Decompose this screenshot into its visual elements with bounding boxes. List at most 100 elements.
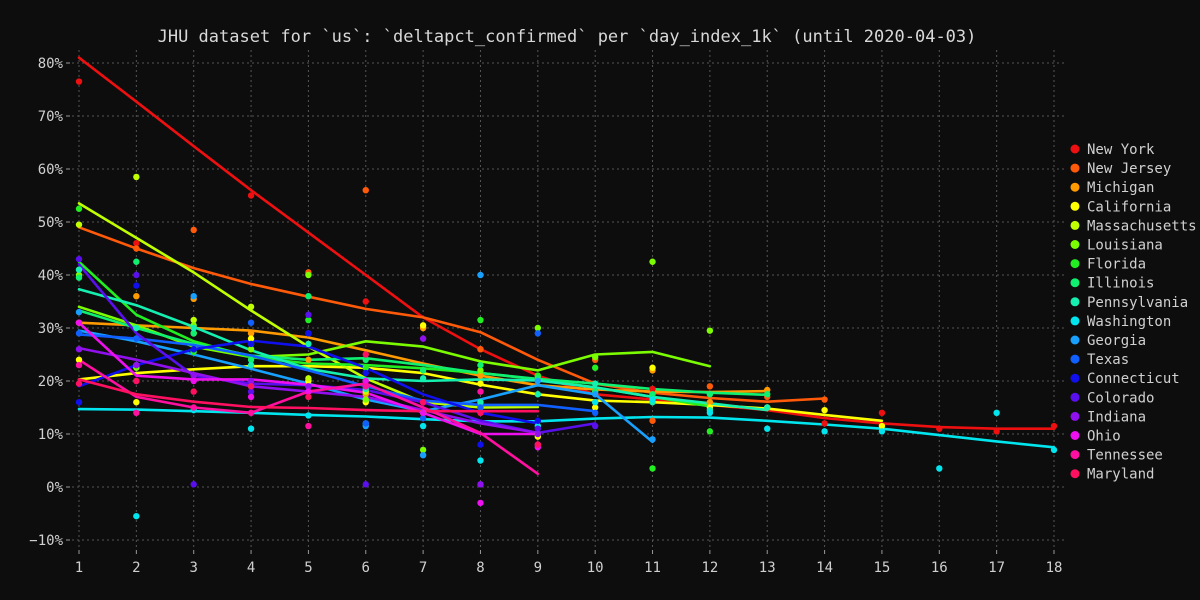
data-point-colorado: [591, 422, 599, 430]
data-point-new-york: [993, 428, 1000, 435]
data-point-new-york: [821, 420, 828, 427]
data-point-texas: [477, 404, 484, 411]
data-point-new-york: [936, 425, 943, 432]
data-point-indiana: [133, 361, 140, 369]
data-point-maryland: [362, 351, 369, 358]
legend-label: Florida: [1087, 257, 1146, 273]
data-point-illinois: [706, 391, 714, 398]
data-point-new-york: [1050, 422, 1058, 430]
data-point-illinois: [75, 274, 83, 281]
data-point-indiana: [534, 430, 542, 438]
data-point-massachusetts: [75, 221, 83, 228]
legend-label: Maryland: [1087, 467, 1154, 483]
legend-marker: [1070, 431, 1080, 440]
data-point-maryland: [477, 409, 484, 416]
data-point-new-jersey: [190, 226, 197, 234]
trend-lines: [77, 56, 1056, 476]
data-point-california: [133, 399, 140, 406]
data-point-louisiana: [419, 446, 427, 454]
legend-label: Tennessee: [1087, 448, 1163, 464]
data-point-georgia: [534, 377, 542, 385]
x-tick-label: 5: [304, 560, 312, 576]
data-point-tennessee: [305, 422, 312, 430]
x-tick-label: 17: [988, 560, 1005, 576]
data-point-new-york: [362, 298, 369, 305]
data-point-maryland: [190, 388, 197, 395]
data-point-tennessee: [190, 404, 197, 411]
data-point-louisiana: [649, 258, 656, 265]
axis-ticks: 1 2 3 4 5 6 7 8 9 10 11 12 13 14 15 16 17 18−10%0%10%20%3…: [29, 56, 1062, 576]
data-point-pennsylvania: [190, 324, 197, 332]
legend-label: Connecticut: [1087, 371, 1180, 387]
data-point-connecticut: [477, 441, 484, 448]
data-point-florida: [706, 428, 714, 435]
data-point-louisiana: [706, 327, 714, 334]
data-point-maryland: [247, 383, 255, 390]
data-point-colorado: [362, 481, 369, 488]
y-tick-label: 0%: [46, 480, 63, 496]
data-point-illinois: [190, 330, 197, 337]
data-point-california: [821, 406, 828, 414]
x-tick-label: 9: [534, 560, 542, 576]
data-point-indiana: [190, 372, 197, 379]
data-point-washington: [591, 399, 599, 406]
y-tick-label: 40%: [38, 268, 64, 284]
x-tick-label: 15: [874, 560, 891, 576]
data-point-louisiana: [362, 396, 369, 403]
x-tick-label: 12: [701, 560, 718, 576]
data-point-tennessee: [247, 409, 255, 416]
data-point-california: [419, 322, 427, 329]
data-point-washington: [305, 412, 312, 419]
data-point-new-york: [247, 192, 255, 199]
data-point-connecticut: [133, 282, 140, 289]
x-tick-label: 16: [931, 560, 948, 576]
data-point-connecticut: [247, 340, 255, 348]
data-point-pennsylvania: [75, 266, 83, 273]
data-point-new-york: [75, 78, 83, 85]
legend-marker: [1070, 392, 1080, 402]
legend-marker: [1070, 450, 1080, 460]
data-point-illinois: [247, 356, 255, 363]
data-point-florida: [477, 316, 484, 324]
data-point-washington: [247, 425, 255, 432]
data-point-california: [649, 364, 656, 371]
data-point-maryland: [75, 380, 83, 387]
data-points: [75, 78, 1058, 520]
data-point-indiana: [477, 481, 484, 488]
data-point-new-york: [133, 240, 140, 247]
data-point-georgia: [419, 452, 427, 459]
data-point-colorado: [534, 425, 542, 432]
x-tick-label: 14: [816, 560, 833, 576]
data-point-ohio: [362, 377, 369, 385]
data-point-washington: [821, 428, 828, 435]
data-point-texas: [247, 319, 255, 326]
y-tick-label: 60%: [38, 162, 64, 178]
legend-label: Georgia: [1087, 333, 1146, 349]
data-point-california: [247, 335, 255, 342]
data-point-washington: [133, 512, 140, 520]
data-point-texas: [362, 420, 369, 427]
data-point-california: [878, 422, 886, 430]
data-point-massachusetts: [305, 375, 312, 382]
data-point-indiana: [75, 346, 83, 353]
y-tick-label: 50%: [38, 215, 64, 231]
data-point-texas: [591, 409, 599, 416]
data-point-washington: [878, 428, 886, 435]
x-tick-label: 13: [759, 560, 776, 576]
data-point-louisiana: [477, 367, 484, 374]
data-point-maryland: [133, 377, 140, 385]
data-point-ohio: [75, 319, 83, 326]
legend-label: Indiana: [1087, 409, 1146, 425]
legend-marker: [1070, 316, 1080, 326]
x-tick-label: 6: [362, 560, 370, 576]
data-point-illinois: [362, 356, 369, 363]
data-point-colorado: [190, 481, 197, 488]
data-point-texas: [75, 330, 83, 337]
data-point-colorado: [75, 255, 83, 263]
data-point-new-york: [878, 409, 886, 416]
data-point-pennsylvania: [305, 340, 312, 348]
legend-marker: [1070, 259, 1080, 269]
x-tick-label: 8: [476, 560, 484, 576]
